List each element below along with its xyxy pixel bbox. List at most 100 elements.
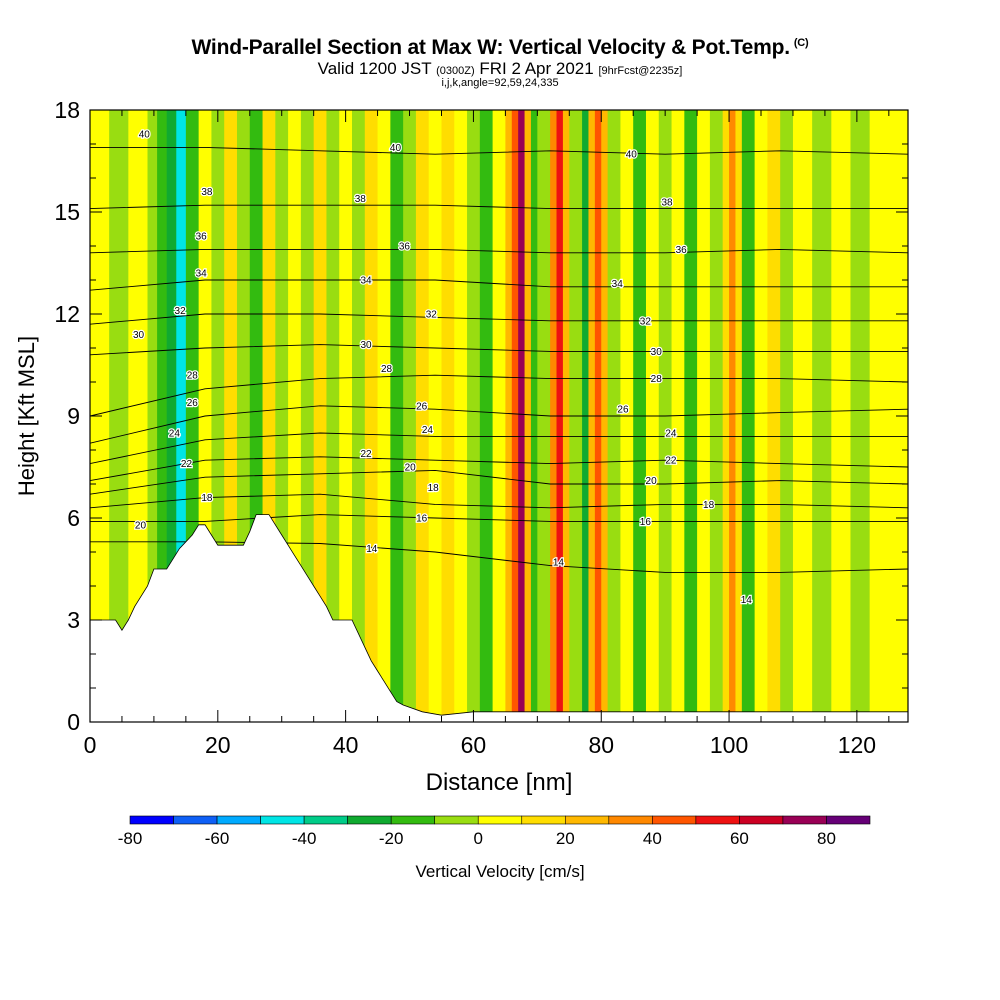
theta-contour-30 (90, 344, 908, 356)
shading-column (735, 110, 743, 722)
shading-column (524, 110, 532, 722)
contour-label: 20 (405, 463, 417, 474)
theta-contour-40 (90, 146, 908, 155)
contour-label: 30 (361, 340, 373, 351)
contour-label: 32 (426, 310, 438, 321)
theta-contour-14 (90, 541, 908, 573)
colorbar-swatch (739, 815, 784, 825)
shading-column (339, 110, 353, 722)
x-tick-label: 40 (333, 732, 359, 758)
shading-column (403, 110, 417, 722)
theta-contour-28 (90, 374, 908, 417)
shading-column (530, 110, 538, 722)
colorbar-swatch (129, 815, 174, 825)
shading-column (741, 110, 756, 722)
chart-subtitle: Valid 1200 JST (0300Z) FRI 2 Apr 2021 [9… (0, 59, 1000, 79)
contour-label: 38 (662, 197, 674, 208)
shading-column (467, 110, 481, 722)
y-axis-label: Height [Kft MSL] (14, 336, 39, 496)
x-tick-label: 100 (710, 732, 748, 758)
theta-contours (90, 146, 908, 573)
shading-column (300, 110, 315, 722)
contour-label: 38 (201, 187, 213, 198)
colorbar-tick-label: 0 (474, 829, 483, 848)
shading-column (352, 110, 366, 722)
x-tick-label: 60 (461, 732, 487, 758)
shading-column (176, 110, 187, 722)
shading-column (754, 110, 768, 722)
contour-label: 16 (416, 514, 428, 525)
colorbar-swatch (434, 815, 479, 825)
contour-label: 30 (651, 347, 663, 358)
shading-column (313, 110, 327, 722)
colorbar-swatch (477, 815, 523, 825)
theta-contour-24 (90, 432, 908, 465)
x-axis-label: Distance [nm] (426, 769, 573, 796)
shading-column (428, 110, 442, 722)
contour-label: 18 (201, 493, 213, 504)
x-axis: 0 20 40 60 80 100 120 Distance [nm] (84, 110, 890, 796)
colorbar-tick-label: 60 (730, 829, 749, 848)
subtitle-valid: Valid 1200 JST (317, 59, 432, 78)
shading-column (729, 110, 736, 722)
contour-label: 20 (135, 520, 147, 531)
colorbar-swatch (652, 815, 697, 825)
shading-column (377, 110, 391, 722)
shading-column (505, 110, 513, 722)
colorbar-swatch (564, 815, 610, 825)
shading-column (780, 110, 794, 722)
x-tick-label: 120 (838, 732, 876, 758)
shading-column (109, 110, 129, 722)
y-tick-label: 18 (54, 97, 80, 123)
theta-contour-32 (90, 313, 908, 325)
colorbar-tick-label: 80 (817, 829, 836, 848)
shading-column (390, 110, 404, 722)
contour-label: 34 (196, 269, 208, 280)
contour-labels: 40 40 40 38 38 38 36 36 36 34 34 34 32 32 32 30 30 30 28 28… (132, 128, 754, 607)
x-tick-label: 80 (588, 732, 614, 758)
colorbar-swatch (782, 815, 827, 825)
shading-column (518, 110, 526, 722)
chart-title: Wind-Parallel Section at Max W: Vertical… (0, 36, 1000, 60)
shading-column (792, 110, 813, 722)
chart-title-text: Wind-Parallel Section at Max W: Vertical… (191, 36, 791, 59)
contour-label: 22 (665, 456, 677, 467)
contour-label: 38 (355, 194, 367, 205)
shading-column (869, 110, 890, 722)
colorbar-swatch (695, 815, 740, 825)
contour-label: 24 (422, 425, 434, 436)
contour-label: 36 (196, 231, 208, 242)
shading-column (147, 110, 158, 722)
theta-contour-20 (90, 469, 908, 495)
contour-label: 22 (181, 459, 193, 470)
shading-column (157, 110, 168, 722)
theta-contour-38 (90, 204, 908, 210)
shading-column (166, 110, 177, 722)
subtitle-forecast: [9hrFcst@2235z] (598, 65, 683, 77)
shading-column (831, 110, 851, 722)
x-tick-label: 0 (84, 732, 97, 758)
contour-label: 40 (139, 129, 151, 140)
contour-label: 32 (175, 306, 187, 317)
contour-label: 36 (676, 245, 688, 256)
contour-label: 34 (612, 279, 624, 290)
contour-label: 28 (187, 371, 199, 382)
shading-column (454, 110, 468, 722)
shading-column (709, 110, 724, 722)
contour-label: 36 (399, 242, 411, 253)
contour-label: 32 (640, 316, 652, 327)
shading-column (812, 110, 832, 722)
colorbar-swatch (521, 815, 566, 825)
y-tick-label: 12 (54, 301, 80, 327)
theta-contour-18 (90, 493, 908, 509)
theta-contour-26 (90, 405, 908, 444)
colorbar-swatch (347, 815, 392, 825)
chart-params: i,j,k,angle=92,59,24,335 (441, 77, 559, 89)
colorbar-swatch (390, 815, 436, 825)
colorbar-swatch (260, 815, 305, 825)
colorbar-swatch (173, 815, 218, 825)
colorbar: -80 -60 -40 -20 0 20 40 60 80 (118, 815, 871, 848)
colorbar-tick-label: 20 (556, 829, 575, 848)
y-tick-label: 0 (67, 709, 80, 735)
